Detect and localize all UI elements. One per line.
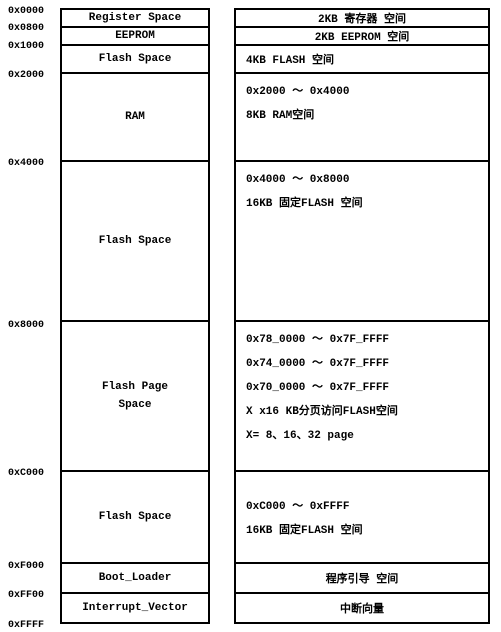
description-line: 8KB RAM空间 — [246, 106, 314, 122]
description-line: X x16 KB分页访问FLASH空间 — [246, 402, 398, 418]
memory-description-cell: 4KB FLASH 空间 — [236, 46, 488, 74]
description-line: 0x4000 ～ 0x8000 — [246, 170, 349, 186]
description-line: 0x78_0000 ～ 0x7F_FFFF — [246, 330, 389, 346]
memory-map-diagram: 0x0000 0x0800 0x1000 0x2000 0x4000 0x8000 0xC0… — [8, 8, 493, 624]
address-label: 0x2000 — [8, 70, 44, 81]
memory-region-cell: EEPROM — [62, 28, 208, 46]
memory-description-cell: 2KB EEPROM 空间 — [236, 28, 488, 46]
memory-region-cell: Flash Space — [62, 472, 208, 564]
description-line: X= 8、16、32 page — [246, 426, 354, 442]
memory-region-cell: Flash Space — [62, 46, 208, 74]
memory-region-cell: RAM — [62, 74, 208, 162]
address-label: 0x4000 — [8, 158, 44, 169]
memory-description-cell: 2KB 寄存器 空间 — [236, 10, 488, 28]
left-column: Register SpaceEEPROMFlash SpaceRAMFlash … — [60, 8, 210, 624]
memory-region-cell: Boot_Loader — [62, 564, 208, 594]
address-label: 0xF000 — [8, 561, 44, 572]
memory-description-cell: 程序引导 空间 — [236, 564, 488, 594]
description-line: 16KB 固定FLASH 空间 — [246, 521, 363, 537]
description-line: 0x74_0000 ～ 0x7F_FFFF — [246, 354, 389, 370]
memory-description-cell: 0xC000 ～ 0xFFFF 16KB 固定FLASH 空间 — [236, 472, 488, 564]
description-line: 0xC000 ～ 0xFFFF — [246, 497, 349, 513]
memory-description-cell: 0x78_0000 ～ 0x7F_FFFF 0x74_0000 ～ 0x7F_FF… — [236, 322, 488, 472]
description-line: 0x70_0000 ～ 0x7F_FFFF — [246, 378, 389, 394]
memory-region-cell: Interrupt_Vector — [62, 594, 208, 622]
memory-region-cell: Register Space — [62, 10, 208, 28]
address-label: 0xFFFF — [8, 620, 44, 631]
address-label: 0x8000 — [8, 320, 44, 331]
description-line: 16KB 固定FLASH 空间 — [246, 194, 363, 210]
region-label-line: Space — [102, 399, 168, 411]
address-column: 0x0000 0x0800 0x1000 0x2000 0x4000 0x8000 0xC0… — [8, 8, 60, 624]
address-label: 0x0800 — [8, 23, 44, 34]
address-label: 0x0000 — [8, 6, 44, 17]
address-label: 0xC000 — [8, 468, 44, 479]
right-column: 2KB 寄存器 空间2KB EEPROM 空间 4KB FLASH 空间 0x200… — [234, 8, 490, 624]
address-label: 0xFF00 — [8, 590, 44, 601]
description-line: 4KB FLASH 空间 — [246, 51, 334, 67]
memory-region-cell: Flash Space — [62, 162, 208, 322]
memory-description-cell: 0x4000 ～ 0x8000 16KB 固定FLASH 空间 — [236, 162, 488, 322]
region-label-line: Flash Page — [102, 381, 168, 393]
address-label: 0x1000 — [8, 41, 44, 52]
memory-description-cell: 中断向量 — [236, 594, 488, 622]
memory-description-cell: 0x2000 ～ 0x4000 8KB RAM空间 — [236, 74, 488, 162]
memory-region-cell: Flash Page Space — [62, 322, 208, 472]
description-line: 0x2000 ～ 0x4000 — [246, 82, 349, 98]
